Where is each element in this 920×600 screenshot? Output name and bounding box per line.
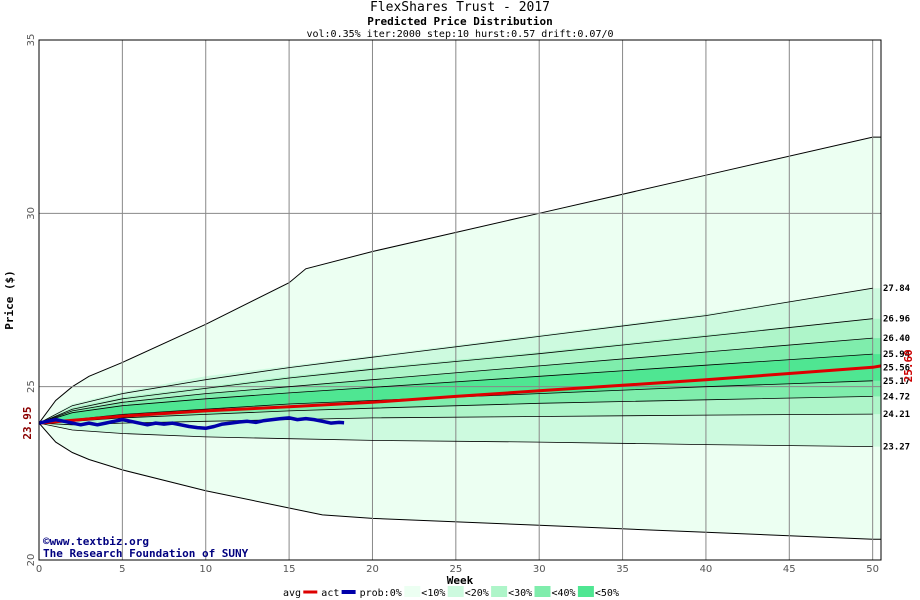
legend-band-label: <20% [465, 588, 489, 599]
chart-subtitle: Predicted Price Distribution [367, 15, 552, 28]
y-axis-label: Price ($) [3, 270, 16, 330]
credit-url-text: www.textbiz.org [50, 535, 149, 548]
level-line-8 [38, 422, 873, 447]
chart-params: vol:0.35% iter:2000 step:10 hurst:0.57 d… [306, 29, 613, 40]
legend-avg-label: avg [283, 588, 301, 599]
y-tick-label: 30 [26, 207, 37, 220]
credit-url: ©www.textbiz.org [43, 535, 149, 548]
level-label: 25.94 [883, 350, 911, 360]
y-axis-ticks: 20 25 30 35 [26, 34, 37, 567]
x-tick-label: 35 [616, 564, 629, 575]
x-tick-label: 45 [783, 564, 796, 575]
series-act [38, 416, 345, 431]
y-tick-label: 35 [26, 34, 37, 47]
level-label: 26.40 [883, 334, 910, 344]
level-label: 26.96 [883, 315, 910, 325]
credit-org: The Research Foundation of SUNY [43, 547, 249, 560]
legend-prob-label: prob:0% [360, 588, 402, 599]
level-line-4 [38, 353, 873, 424]
x-tick-label: 10 [199, 564, 212, 575]
grid-lines [39, 40, 881, 560]
data-series [38, 364, 882, 431]
x-axis-label: Week [447, 574, 474, 587]
level-line-3 [38, 337, 873, 424]
legend-band-swatch [447, 586, 464, 597]
legend-band-swatch [404, 586, 421, 597]
legend: avg act prob:0% <10% <20% <30% <40% <50% [283, 586, 619, 599]
x-tick-label: 25 [449, 564, 462, 575]
legend-band-label: <30% [508, 588, 532, 599]
level-label: 24.21 [883, 410, 910, 420]
x-tick-label: 20 [366, 564, 379, 575]
y-tick-label: 20 [26, 554, 37, 567]
level-line-1 [38, 287, 873, 424]
x-tick-label: 30 [533, 564, 546, 575]
legend-band-label: <50% [595, 588, 619, 599]
x-tick-label: 40 [700, 564, 713, 575]
end-avg-price-label: 25.60 [902, 349, 915, 382]
x-tick-label: 50 [866, 564, 879, 575]
x-tick-label: 0 [36, 564, 42, 575]
legend-band-swatch [534, 586, 551, 597]
chart-title: FlexShares Trust - 2017 [370, 0, 550, 15]
start-price-label: 23.95 [21, 407, 34, 440]
x-tick-label: 15 [283, 564, 296, 575]
copyright-symbol: © [43, 535, 50, 548]
level-label: 25.17 [883, 377, 910, 387]
y-tick-label: 25 [26, 380, 37, 393]
legend-band-label: <10% [421, 588, 445, 599]
legend-band-swatch [491, 586, 508, 597]
x-tick-label: 5 [119, 564, 125, 575]
level-label: 27.84 [883, 284, 911, 294]
level-label: 23.27 [883, 443, 910, 453]
level-label: 25.56 [883, 363, 910, 373]
level-value-labels: 27.84 26.96 26.40 25.94 25.56 25.17 24.72 24.21… [883, 284, 911, 452]
legend-band-swatch [577, 586, 594, 597]
level-label: 24.72 [883, 392, 910, 402]
level-line-2 [38, 318, 873, 424]
plot-frame [38, 39, 882, 561]
probability-bands [38, 136, 882, 540]
series-avg [38, 364, 882, 425]
x-axis-ticks: 0 5 10 15 20 25 30 35 40 45 50 [36, 564, 879, 575]
band-5 [39, 354, 881, 424]
legend-band-label: <40% [552, 588, 576, 599]
legend-act-label: act [321, 588, 339, 599]
